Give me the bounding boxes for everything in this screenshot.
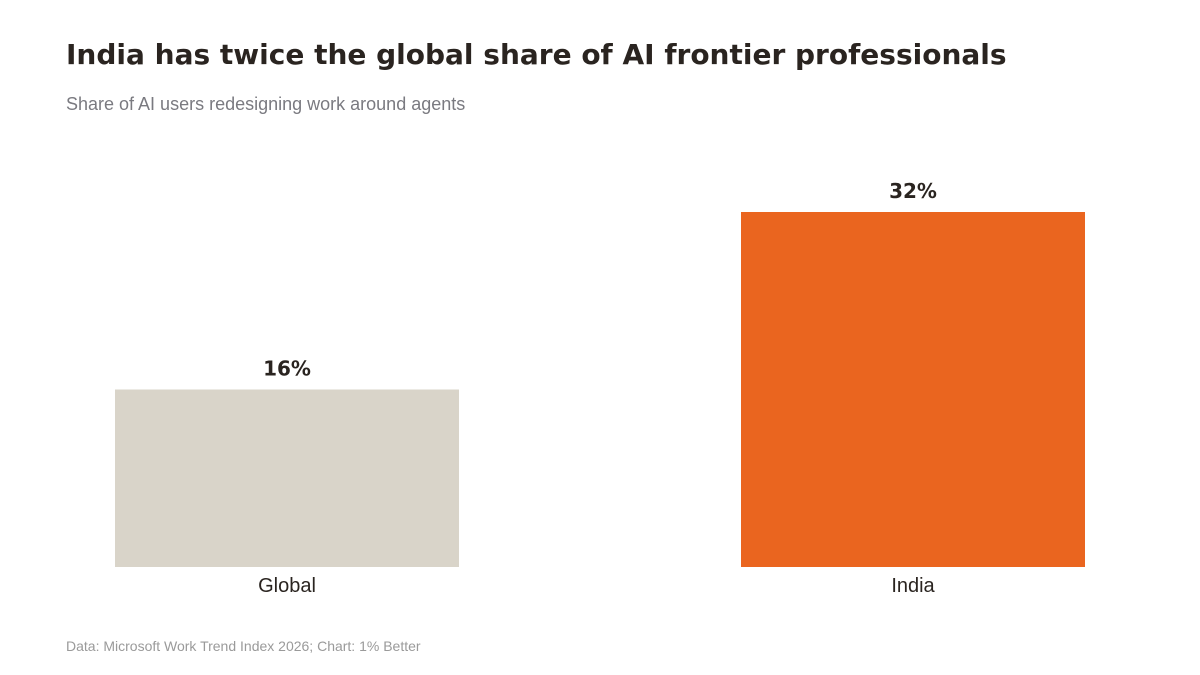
source-note: Data: Microsoft Work Trend Index 2026; C… xyxy=(66,638,421,654)
chart-subtitle: Share of AI users redesigning work aroun… xyxy=(66,94,466,114)
category-label-india: India xyxy=(891,575,935,597)
value-label-global: 16% xyxy=(263,357,311,381)
chart-title: India has twice the global share of AI f… xyxy=(66,38,1007,71)
value-label-india: 32% xyxy=(889,179,937,203)
category-label-global: Global xyxy=(258,575,316,597)
bar-global xyxy=(115,389,459,567)
bar-india xyxy=(741,212,1085,567)
